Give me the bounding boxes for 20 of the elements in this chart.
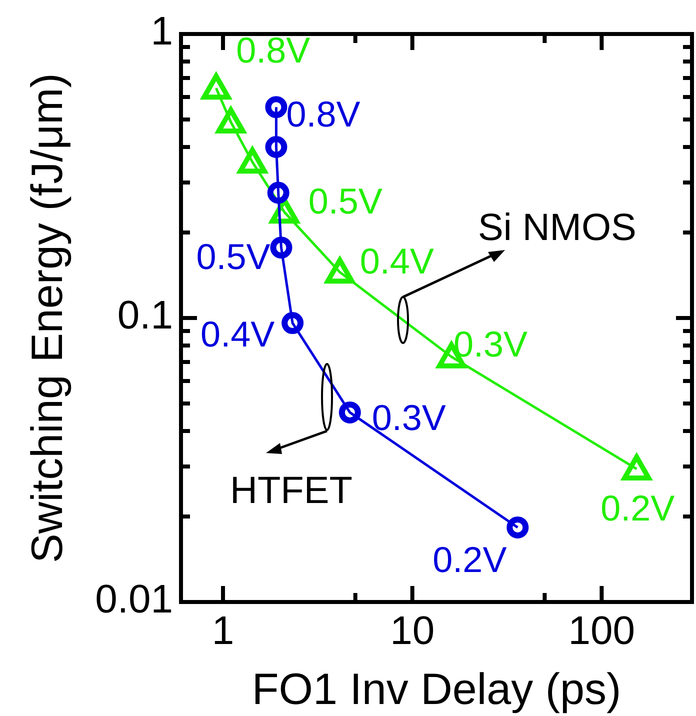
annotation: 0.2V <box>600 488 675 529</box>
annotation: 0.8V <box>236 30 310 71</box>
annotation: 0.4V <box>360 240 434 282</box>
annotation: HTFET <box>230 470 352 512</box>
x-axis-title: FO1 Inv Delay (ps) <box>252 665 622 714</box>
y-tick-label: 0.1 <box>117 294 173 338</box>
annotation: 0.5V <box>308 180 382 222</box>
y-tick-label: 1 <box>150 10 173 54</box>
annotation: 0.2V <box>432 538 507 580</box>
annotation: 0.4V <box>200 314 275 355</box>
x-tick-label: 1 <box>212 609 234 653</box>
annotation: 0.3V <box>453 323 528 364</box>
annotation: Si NMOS <box>478 207 636 249</box>
annotation: 0.5V <box>196 236 270 278</box>
x-tick-label: 100 <box>568 609 636 653</box>
annotation: 0.8V <box>286 94 360 135</box>
x-tick-label: 10 <box>390 609 435 653</box>
y-axis-title: Switching Energy (fJ/μm) <box>23 73 72 563</box>
y-tick-label: 0.01 <box>95 578 173 622</box>
annotation: 0.3V <box>372 396 446 438</box>
